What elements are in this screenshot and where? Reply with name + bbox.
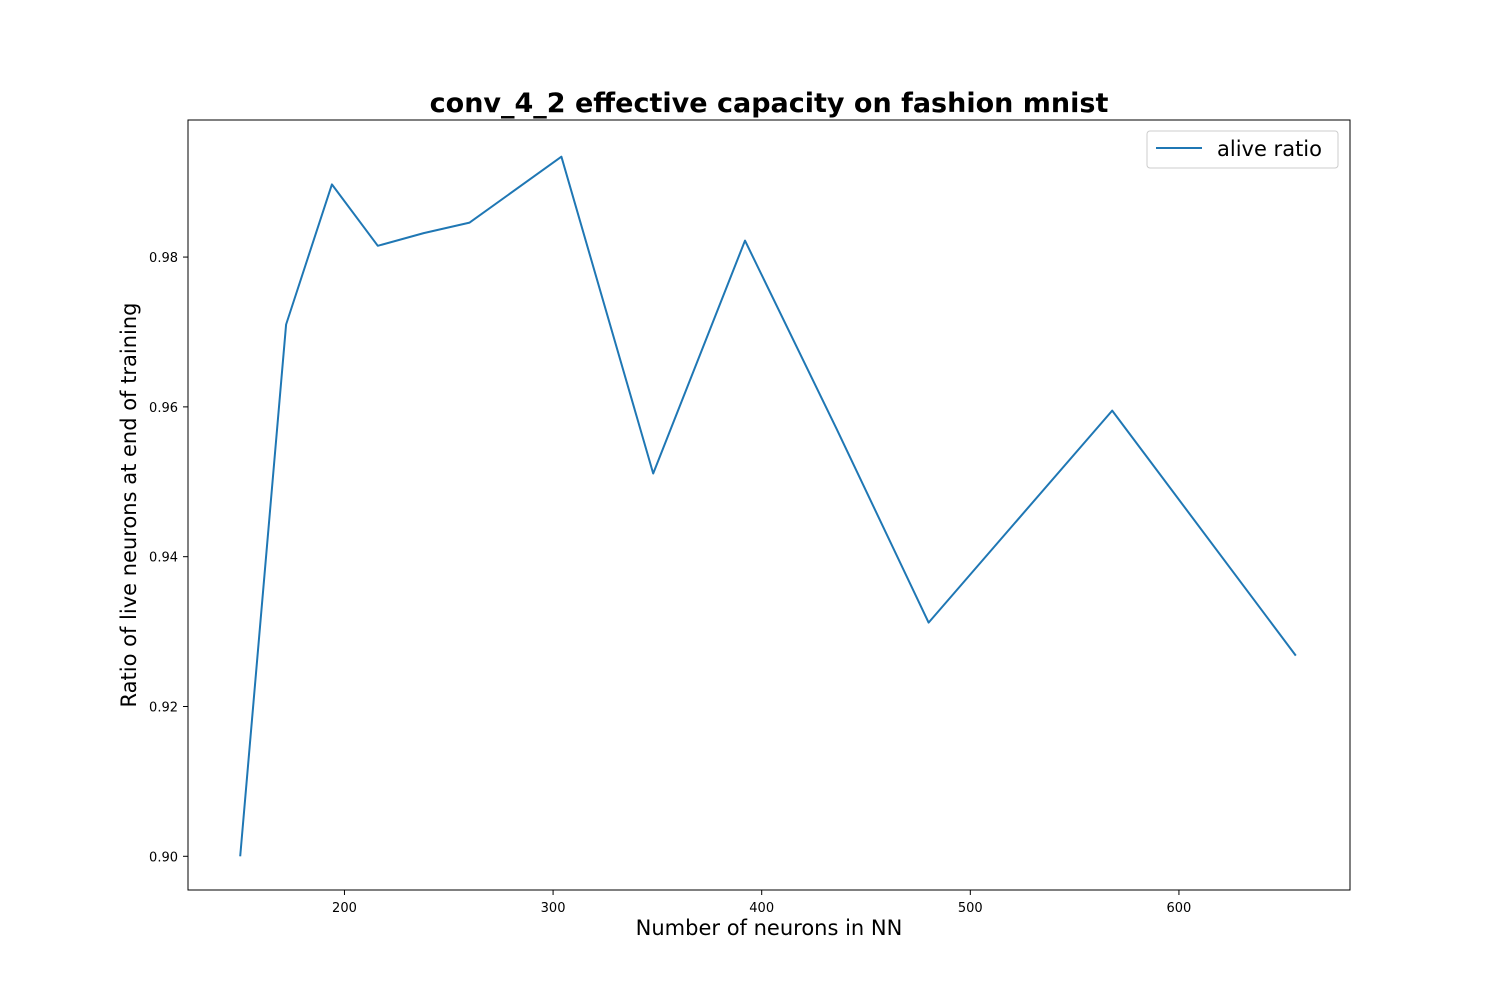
y-tick-label: 0.98 — [149, 251, 178, 266]
x-axis: 200 300 400 500 600 — [332, 890, 1191, 916]
alive-ratio-line — [239, 155, 1297, 857]
y-axis: 0.90 0.92 0.94 0.96 0.98 — [149, 251, 188, 865]
legend-box — [1146, 130, 1339, 169]
y-tick-label: 0.94 — [149, 551, 178, 566]
x-tick-label: 500 — [958, 901, 983, 916]
legend-label: alive ratio — [1217, 137, 1322, 161]
x-tick-label: 200 — [332, 901, 357, 916]
chart-title: conv_4_2 effective capacity on fashion m… — [430, 88, 1109, 119]
x-axis-label: Number of neurons in NN — [636, 916, 903, 940]
legend: alive ratio — [1146, 130, 1339, 169]
x-tick-label: 400 — [749, 901, 774, 916]
y-tick-label: 0.90 — [149, 850, 178, 865]
y-tick-label: 0.92 — [149, 700, 178, 715]
x-tick-label: 600 — [1167, 901, 1192, 916]
y-axis-label: Ratio of live neurons at end of training — [117, 303, 141, 708]
y-tick-label: 0.96 — [149, 401, 178, 416]
plot-area — [187, 119, 1351, 891]
x-tick-label: 300 — [541, 901, 566, 916]
